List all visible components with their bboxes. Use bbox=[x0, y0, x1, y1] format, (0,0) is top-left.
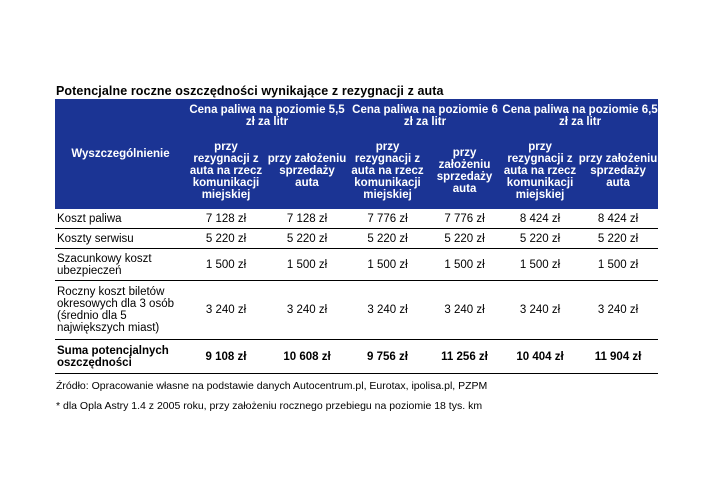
table-cell: 5 220 zł bbox=[266, 228, 349, 249]
table-cell: 1 500 zł bbox=[348, 248, 428, 281]
subheader-car-sale: przy założeniu sprzedaży auta bbox=[266, 133, 349, 209]
table-cell: 11 904 zł bbox=[578, 339, 659, 374]
row-label: Suma potencjalnych oszczędności bbox=[55, 339, 186, 374]
table-cell: 5 220 zł bbox=[427, 228, 503, 249]
header-price-6-5: Cena paliwa na poziomie 6,5 zł za litr bbox=[502, 99, 659, 133]
table-cell: 3 240 zł bbox=[502, 280, 579, 340]
table-cell: 1 500 zł bbox=[427, 248, 503, 281]
row-label: Koszty serwisu bbox=[55, 228, 186, 249]
footnote: * dla Opla Astry 1.4 z 2005 roku, przy z… bbox=[56, 400, 483, 412]
table-row: Koszty serwisu 5 220 zł 5 220 zł 5 220 z… bbox=[55, 228, 659, 249]
header-price-6: Cena paliwa na poziomie 6 zł za litr bbox=[348, 99, 503, 133]
table-cell: 7 776 zł bbox=[348, 209, 428, 229]
subheader-car-sale: przy założeniu sprzedaży auta bbox=[578, 133, 659, 209]
table-cell: 1 500 zł bbox=[186, 248, 266, 281]
table-cell: 5 220 zł bbox=[348, 228, 428, 249]
row-label: Roczny koszt biletów okresowych dla 3 os… bbox=[55, 280, 186, 340]
table-cell: 5 220 zł bbox=[502, 228, 579, 249]
row-label: Szacunkowy koszt ubezpieczeń bbox=[55, 248, 186, 281]
table-cell: 3 240 zł bbox=[427, 280, 503, 340]
table-cell: 1 500 zł bbox=[502, 248, 579, 281]
table-cell: 9 756 zł bbox=[348, 339, 428, 374]
source-note: Źródło: Opracowanie własne na podstawie … bbox=[56, 380, 488, 392]
table-cell: 1 500 zł bbox=[266, 248, 349, 281]
table-cell: 7 128 zł bbox=[186, 209, 266, 229]
table-cell: 1 500 zł bbox=[578, 248, 659, 281]
table-cell: 11 256 zł bbox=[427, 339, 503, 374]
table-cell: 7 776 zł bbox=[427, 209, 503, 229]
subheader-public-transport: przy rezygnacji z auta na rzecz komunika… bbox=[502, 133, 579, 209]
table-cell: 9 108 zł bbox=[186, 339, 266, 374]
subheader-public-transport: przy rezygnacji z auta na rzecz komunika… bbox=[348, 133, 428, 209]
table-cell: 3 240 zł bbox=[186, 280, 266, 340]
row-label: Koszt paliwa bbox=[55, 209, 186, 229]
table-cell: 7 128 zł bbox=[266, 209, 349, 229]
table-cell: 10 404 zł bbox=[502, 339, 579, 374]
subheader-car-sale: przy założeniu sprzedaży auta bbox=[427, 133, 503, 209]
table-cell: 3 240 zł bbox=[348, 280, 428, 340]
header-description: Wyszczególnienie bbox=[55, 99, 186, 209]
table-cell: 5 220 zł bbox=[578, 228, 659, 249]
table-row: Szacunkowy koszt ubezpieczeń 1 500 zł 1 … bbox=[55, 248, 659, 281]
savings-table: Wyszczególnienie Cena paliwa na poziomie… bbox=[55, 99, 659, 374]
table-row: Roczny koszt biletów okresowych dla 3 os… bbox=[55, 280, 659, 340]
table-cell: 8 424 zł bbox=[502, 209, 579, 229]
table-cell: 10 608 zł bbox=[266, 339, 349, 374]
table-row: Koszt paliwa 7 128 zł 7 128 zł 7 776 zł … bbox=[55, 209, 659, 229]
header-price-5-5: Cena paliwa na poziomie 5,5 zł za litr bbox=[186, 99, 349, 133]
table-cell: 3 240 zł bbox=[578, 280, 659, 340]
table-cell: 3 240 zł bbox=[266, 280, 349, 340]
table-cell: 8 424 zł bbox=[578, 209, 659, 229]
table-cell: 5 220 zł bbox=[186, 228, 266, 249]
subheader-public-transport: przy rezygnacji z auta na rzecz komunika… bbox=[186, 133, 266, 209]
table-row-total: Suma potencjalnych oszczędności 9 108 zł… bbox=[55, 339, 659, 374]
table-title: Potencjalne roczne oszczędności wynikają… bbox=[56, 84, 444, 98]
